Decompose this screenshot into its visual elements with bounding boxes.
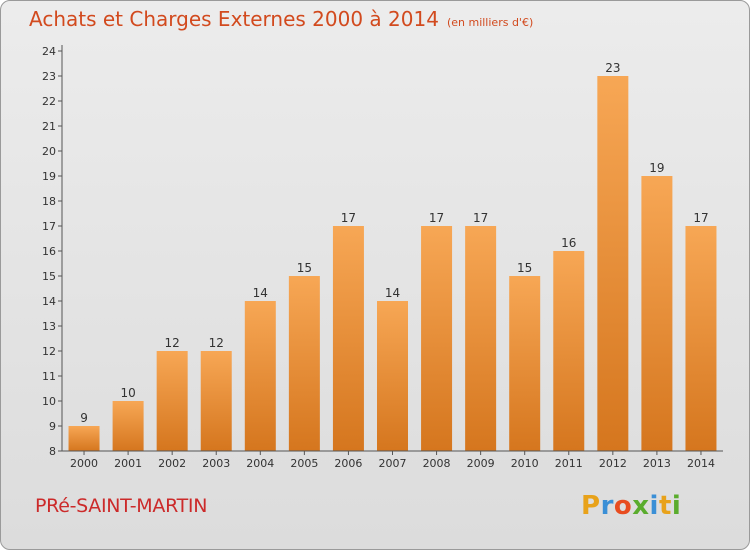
data-label: 19: [649, 161, 664, 175]
bars: 9 10 12 12 14 15 17 14 17 17 15 16 23 19 17: [68, 61, 717, 451]
y-tick-label: 22: [42, 95, 56, 108]
data-label: 17: [473, 211, 488, 225]
data-label: 17: [341, 211, 356, 225]
bar: [641, 176, 673, 451]
x-tick-label: 2009: [467, 457, 495, 470]
logo-letter: o: [613, 491, 633, 521]
y-axis: 8 9 10 11 12 13 14 15 16 17 18 19 20 21 22 23 24: [42, 45, 63, 458]
y-tick-label: 21: [42, 120, 56, 133]
y-tick-label: 23: [42, 70, 56, 83]
data-label: 16: [561, 236, 576, 250]
bar: [112, 401, 144, 451]
y-tick-label: 15: [42, 270, 56, 283]
logo-letter: r: [600, 491, 614, 521]
x-tick-label: 2012: [599, 457, 627, 470]
unit-note: (en milliers d'€): [446, 16, 534, 29]
logo-letter: t: [658, 491, 672, 521]
data-label: 17: [693, 211, 708, 225]
y-tick-label: 18: [42, 195, 56, 208]
logo-letter: i: [649, 491, 659, 521]
x-tick-label: 2006: [334, 457, 362, 470]
y-tick-label: 16: [42, 245, 56, 258]
bar: [244, 301, 276, 451]
x-tick-label: 2004: [246, 457, 274, 470]
y-tick-label: 10: [42, 395, 56, 408]
data-label: 17: [429, 211, 444, 225]
x-tick-label: 2010: [511, 457, 539, 470]
y-tick-label: 17: [42, 220, 56, 233]
y-tick-label: 9: [49, 420, 56, 433]
data-label: 23: [605, 61, 620, 75]
bar: [332, 226, 364, 451]
x-tick-label: 2011: [555, 457, 583, 470]
x-tick-label: 2014: [687, 457, 715, 470]
bar: [465, 226, 497, 451]
y-tick-label: 13: [42, 320, 56, 333]
y-tick-label: 24: [42, 45, 56, 58]
bar: [200, 351, 232, 451]
x-tick-label: 2003: [202, 457, 230, 470]
y-tick-label: 8: [49, 445, 56, 458]
x-tick-label: 2002: [158, 457, 186, 470]
data-label: 14: [253, 286, 268, 300]
x-tick-label: 2000: [70, 457, 98, 470]
bar: [553, 251, 585, 451]
bar: [68, 426, 100, 451]
x-tick-label: 2005: [290, 457, 318, 470]
title-text: Achats et Charges Externes 2000 à 2014: [29, 7, 439, 31]
data-label: 15: [517, 261, 532, 275]
data-label: 12: [209, 336, 224, 350]
bar: [685, 226, 717, 451]
y-tick-label: 12: [42, 345, 56, 358]
logo-letter: P: [581, 491, 601, 521]
data-label: 15: [297, 261, 312, 275]
logo-letter: x: [632, 491, 650, 521]
x-tick-label: 2008: [423, 457, 451, 470]
x-tick-label: 2001: [114, 457, 142, 470]
y-tick-label: 19: [42, 170, 56, 183]
x-axis: 2000 2001 2002 2003 2004 2005 2006 2007 2008 2009…: [62, 450, 723, 470]
bar: [156, 351, 188, 451]
y-tick-label: 20: [42, 145, 56, 158]
data-label: 10: [120, 386, 135, 400]
proxiti-logo[interactable]: Proxiti: [581, 491, 681, 521]
data-label: 14: [385, 286, 400, 300]
logo-letter: i: [671, 491, 682, 521]
bar: [509, 276, 541, 451]
y-tick-label: 14: [42, 295, 56, 308]
data-label: 9: [80, 411, 88, 425]
y-tick-label: 11: [42, 370, 56, 383]
commune-name: PRé-SAINT-MARTIN: [35, 495, 208, 517]
bar: [597, 76, 629, 451]
bar: [377, 301, 408, 451]
bar: [288, 276, 320, 451]
chart-title: Achats et Charges Externes 2000 à 2014 (e…: [29, 7, 533, 31]
bar: [421, 226, 453, 451]
x-tick-label: 2013: [643, 457, 671, 470]
data-label: 12: [165, 336, 180, 350]
x-tick-label: 2007: [379, 457, 407, 470]
